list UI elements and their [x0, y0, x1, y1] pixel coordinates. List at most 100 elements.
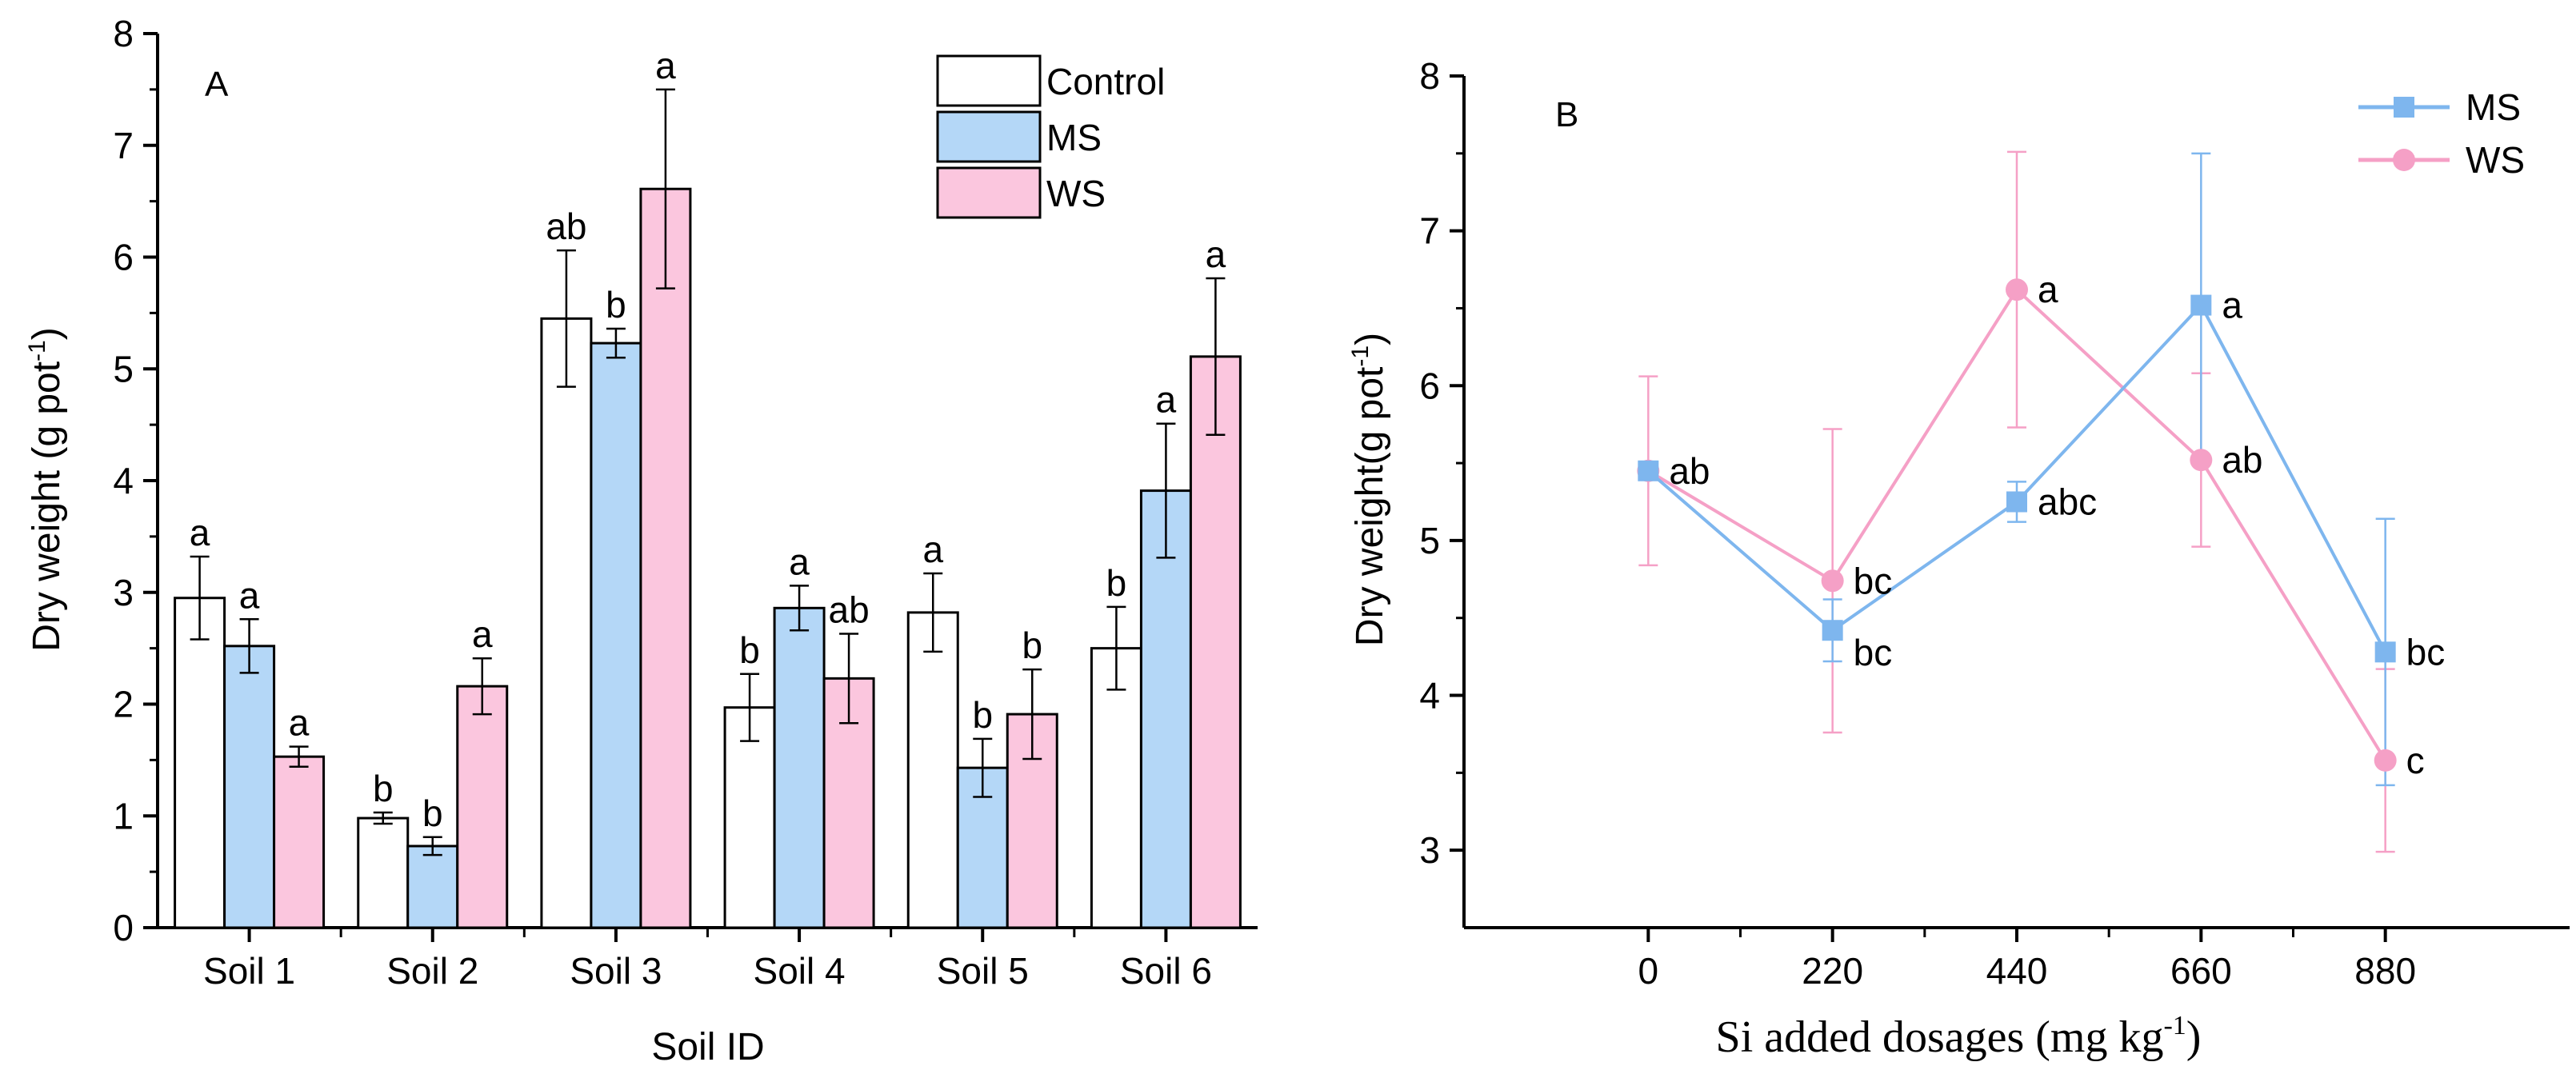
x-tick-label: Soil 1	[203, 950, 295, 992]
y-tick-label: 2	[113, 684, 134, 725]
bar-ms	[590, 341, 642, 929]
bar-ms	[223, 645, 276, 929]
x-tick-label: Soil 6	[1120, 950, 1212, 992]
x-tick-label: Soil 2	[386, 950, 478, 992]
significance-label: b	[739, 629, 760, 671]
point-marker-ms	[1638, 460, 1659, 481]
significance-label: bc	[1854, 560, 1893, 601]
significance-label: bc	[2406, 631, 2446, 673]
bar-control	[906, 611, 959, 929]
significance-label: a	[2222, 285, 2242, 326]
panel-b-y-axis-title-main: Dry weight(g pot	[1349, 367, 1391, 646]
panel-a-legend: Control MS WS	[936, 54, 1165, 219]
y-tick-label: 5	[1419, 520, 1440, 561]
significance-label: b	[422, 793, 443, 834]
bar-control	[174, 597, 226, 929]
significance-label: b	[1022, 625, 1042, 666]
panel-b-x-axis-title: Si added dosages (mg kg-1)	[1716, 1011, 2202, 1062]
point-marker-ms	[2006, 491, 2027, 513]
y-tick-label: 6	[113, 237, 134, 278]
significance-label: a	[922, 529, 943, 570]
y-tick-label: 7	[1419, 210, 1440, 252]
x-tick-label: Soil 5	[937, 950, 1029, 992]
significance-label: bc	[1854, 632, 1893, 673]
panel-b-axes: 3 4 5 6 7 8 0 220 440 660 880	[1419, 55, 2570, 992]
legend-swatch-ms	[936, 110, 1042, 163]
panel-a-y-axis-title-close: )	[26, 327, 68, 340]
bar-control	[1090, 647, 1142, 929]
panel-a-y-axis-title-main: Dry weight (g pot	[26, 361, 68, 652]
panel-b-label: B	[1555, 95, 1578, 134]
legend-swatch-control	[936, 54, 1042, 107]
significance-label: a	[472, 613, 493, 655]
bar-ws	[1189, 355, 1242, 929]
bar-ws	[456, 685, 509, 929]
legend-marker-ms	[2394, 97, 2414, 118]
legend-label-ws: WS	[1046, 173, 1106, 214]
x-tick-label: 440	[1986, 950, 2048, 992]
y-tick-label: 3	[1419, 829, 1440, 871]
significance-label: ab	[828, 589, 869, 630]
panel-b-x-axis-title-sup: -1	[2163, 1011, 2186, 1040]
significance-label: ab	[2222, 439, 2262, 481]
legend-label-ms: MS	[2466, 86, 2521, 128]
y-tick-label: 5	[113, 348, 134, 389]
legend-label-ms: MS	[1046, 117, 1102, 158]
significance-label: b	[373, 768, 394, 809]
point-marker-ws	[2006, 278, 2028, 301]
bar-control	[357, 816, 410, 929]
x-tick-label: 0	[1638, 950, 1659, 992]
bar-ws	[273, 755, 326, 929]
panel-a-y-axis-title-sup: -1	[24, 340, 50, 361]
significance-label: a	[289, 702, 310, 744]
bar-ws	[639, 187, 692, 929]
y-tick-label: 4	[113, 460, 134, 501]
panel-a-y-axis-title: Dry weight (g pot-1)	[24, 327, 68, 651]
panel-b-legend: MS WS	[2358, 86, 2525, 181]
significance-label: a	[1206, 234, 1226, 275]
significance-label: a	[1156, 379, 1177, 421]
significance-label: b	[606, 284, 626, 325]
panel-b-x-axis-title-close: )	[2186, 1012, 2202, 1062]
point-marker-ms	[2374, 641, 2396, 663]
y-tick-label: 3	[113, 572, 134, 613]
significance-label: c	[2406, 740, 2425, 781]
panel-b-y-axis-title: Dry weight(g pot-1)	[1347, 333, 1391, 646]
significance-label: a	[190, 512, 210, 553]
y-tick-label: 0	[113, 907, 134, 948]
significance-label: ab	[546, 206, 586, 247]
y-tick-label: 4	[1419, 675, 1440, 717]
legend-swatch-ws	[936, 166, 1042, 219]
panel-a-bar-chart: A 0 1 2 3 4 5 6 7 8 Soil 1 Soil 2 Soil 3 Soil 4 Soil …	[24, 13, 1258, 1068]
legend-label-ws: WS	[2466, 139, 2525, 181]
bar-ms	[406, 844, 459, 929]
point-marker-ws	[1821, 569, 1844, 593]
point-marker-ws	[2374, 749, 2397, 772]
panel-b-x-axis-title-main: Si added dosages (mg kg	[1716, 1012, 2164, 1062]
panel-a-x-axis-title: Soil ID	[651, 1026, 764, 1068]
legend-label-control: Control	[1046, 61, 1165, 102]
significance-label: ab	[1669, 450, 1710, 492]
y-tick-label: 8	[1419, 55, 1440, 97]
point-marker-ms	[2190, 294, 2212, 316]
panel-a-axes: 0 1 2 3 4 5 6 7 8 Soil 1 Soil 2 Soil 3 Soil 4 Soil 5 S…	[113, 13, 1258, 992]
y-tick-label: 7	[113, 125, 134, 166]
significance-label: a	[655, 45, 676, 86]
significance-label: b	[1106, 562, 1127, 604]
significance-label: b	[972, 694, 993, 736]
x-tick-label: 880	[2354, 950, 2416, 992]
x-tick-label: 220	[1802, 950, 1863, 992]
y-tick-label: 1	[113, 795, 134, 836]
panel-b-y-axis-title-sup: -1	[1347, 345, 1374, 367]
bar-control	[540, 317, 593, 929]
panel-a-label: A	[205, 65, 229, 104]
bar-ms	[773, 606, 826, 929]
significance-label: a	[239, 574, 260, 616]
x-tick-label: Soil 3	[570, 950, 662, 992]
x-tick-label: Soil 4	[754, 950, 846, 992]
legend-marker-ws	[2393, 149, 2415, 171]
